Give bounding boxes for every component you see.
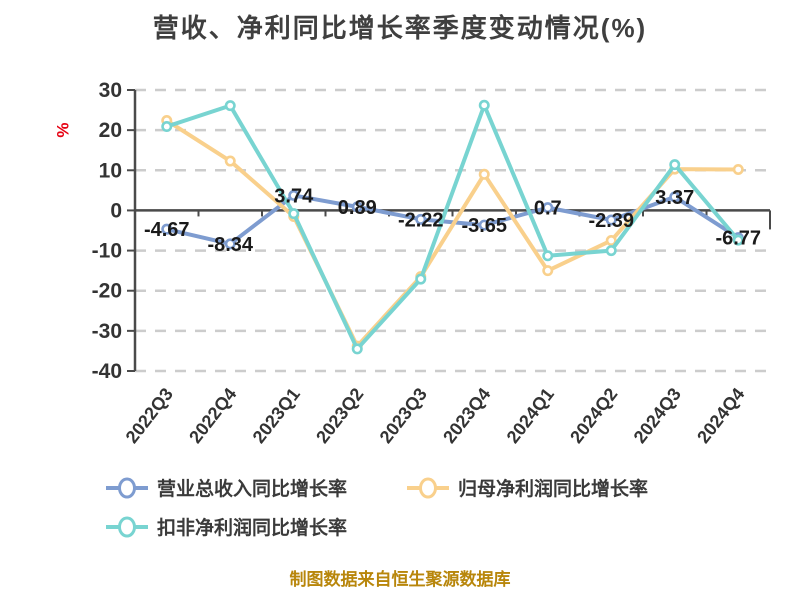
y-axis: 30 20 10 0 -10 -20 -30 -40 xyxy=(92,79,137,383)
x-tick-label: 2024Q3 xyxy=(630,384,685,447)
x-tick-label: 2023Q2 xyxy=(312,384,367,447)
data-point-marker xyxy=(351,201,363,213)
data-label: -2.39 xyxy=(588,210,634,232)
x-tick-label: 2023Q1 xyxy=(249,384,304,447)
chart-title: 营收、净利同比增长率季度变动情况(%) xyxy=(152,13,648,43)
y-tick-label: -10 xyxy=(92,240,122,263)
x-tick-label: 2023Q4 xyxy=(439,384,494,447)
data-point-marker xyxy=(288,208,300,220)
data-label: -4.67 xyxy=(144,219,190,241)
legend-marker-icon xyxy=(106,516,148,537)
data-labels: -4.67 -8.34 3.74 0.89 -2.22 -3.65 0.7 -2.39 3.37… xyxy=(144,185,761,255)
x-tick-label: 2022Q3 xyxy=(122,384,177,447)
data-point-marker xyxy=(669,159,681,171)
data-point-marker xyxy=(224,155,236,167)
legend-item-1[interactable]: 归母净利润同比增长率 xyxy=(407,474,648,501)
x-tick-label: 2023Q3 xyxy=(376,384,431,447)
data-point-marker xyxy=(161,121,173,133)
y-tick-label: 30 xyxy=(99,79,122,102)
data-point-marker xyxy=(161,223,173,235)
data-label: 3.37 xyxy=(655,187,694,209)
data-point-marker xyxy=(478,168,490,180)
x-tick-label: 2024Q2 xyxy=(566,384,621,447)
legend-marker-icon xyxy=(407,477,450,498)
data-point-marker xyxy=(605,245,617,257)
x-tick-label: 2024Q4 xyxy=(693,384,748,447)
legend: 营业总收入同比增长率 归母净利润同比增长率扣非净利润同比增长率 xyxy=(106,474,756,540)
legend-label: 归母净利润同比增长率 xyxy=(458,479,649,500)
legend-label: 营业总收入同比增长率 xyxy=(157,479,348,500)
data-point-marker xyxy=(605,235,617,247)
y-tick-label: -20 xyxy=(92,280,122,303)
data-label: -3.65 xyxy=(461,215,507,237)
y-tick-label: -30 xyxy=(92,320,122,343)
data-point-marker xyxy=(542,265,554,277)
data-point-marker xyxy=(732,163,744,175)
data-label: 3.74 xyxy=(274,185,314,207)
legend-marker-icon xyxy=(106,477,148,498)
series-2 xyxy=(161,99,744,355)
data-point-marker xyxy=(478,99,490,111)
y-tick-label: 20 xyxy=(99,119,122,142)
y-tick-label: -40 xyxy=(92,360,122,383)
legend-item-2[interactable]: 扣非净利润同比增长率 xyxy=(106,513,347,540)
data-point-marker xyxy=(351,343,363,355)
legend-item-0[interactable]: 营业总收入同比增长率 xyxy=(106,474,347,501)
data-source-note: 制图数据来自恒生聚源数据库 xyxy=(289,570,511,589)
data-point-marker xyxy=(542,202,554,214)
data-label: -6.77 xyxy=(715,228,761,250)
data-label: 0.89 xyxy=(338,197,377,219)
y-tick-label: 10 xyxy=(99,159,122,182)
data-point-marker xyxy=(605,214,617,226)
data-label: -2.22 xyxy=(398,209,444,231)
legend-label: 扣非净利润同比增长率 xyxy=(157,518,348,539)
data-point-marker xyxy=(415,213,427,225)
data-point-marker xyxy=(542,250,554,262)
data-label: -8.34 xyxy=(207,234,253,256)
data-point-marker xyxy=(478,219,490,231)
data-point-marker xyxy=(224,100,236,112)
data-point-marker xyxy=(288,189,300,201)
data-point-marker xyxy=(224,238,236,250)
y-tick-label: 0 xyxy=(110,199,122,222)
x-tick-label: 2022Q4 xyxy=(185,384,240,447)
data-point-marker xyxy=(669,191,681,203)
grid-lines xyxy=(135,88,770,373)
x-tick-label: 2024Q1 xyxy=(503,384,558,447)
data-point-marker xyxy=(732,234,744,246)
data-label: 0.7 xyxy=(534,198,562,220)
data-point-marker xyxy=(415,273,427,285)
